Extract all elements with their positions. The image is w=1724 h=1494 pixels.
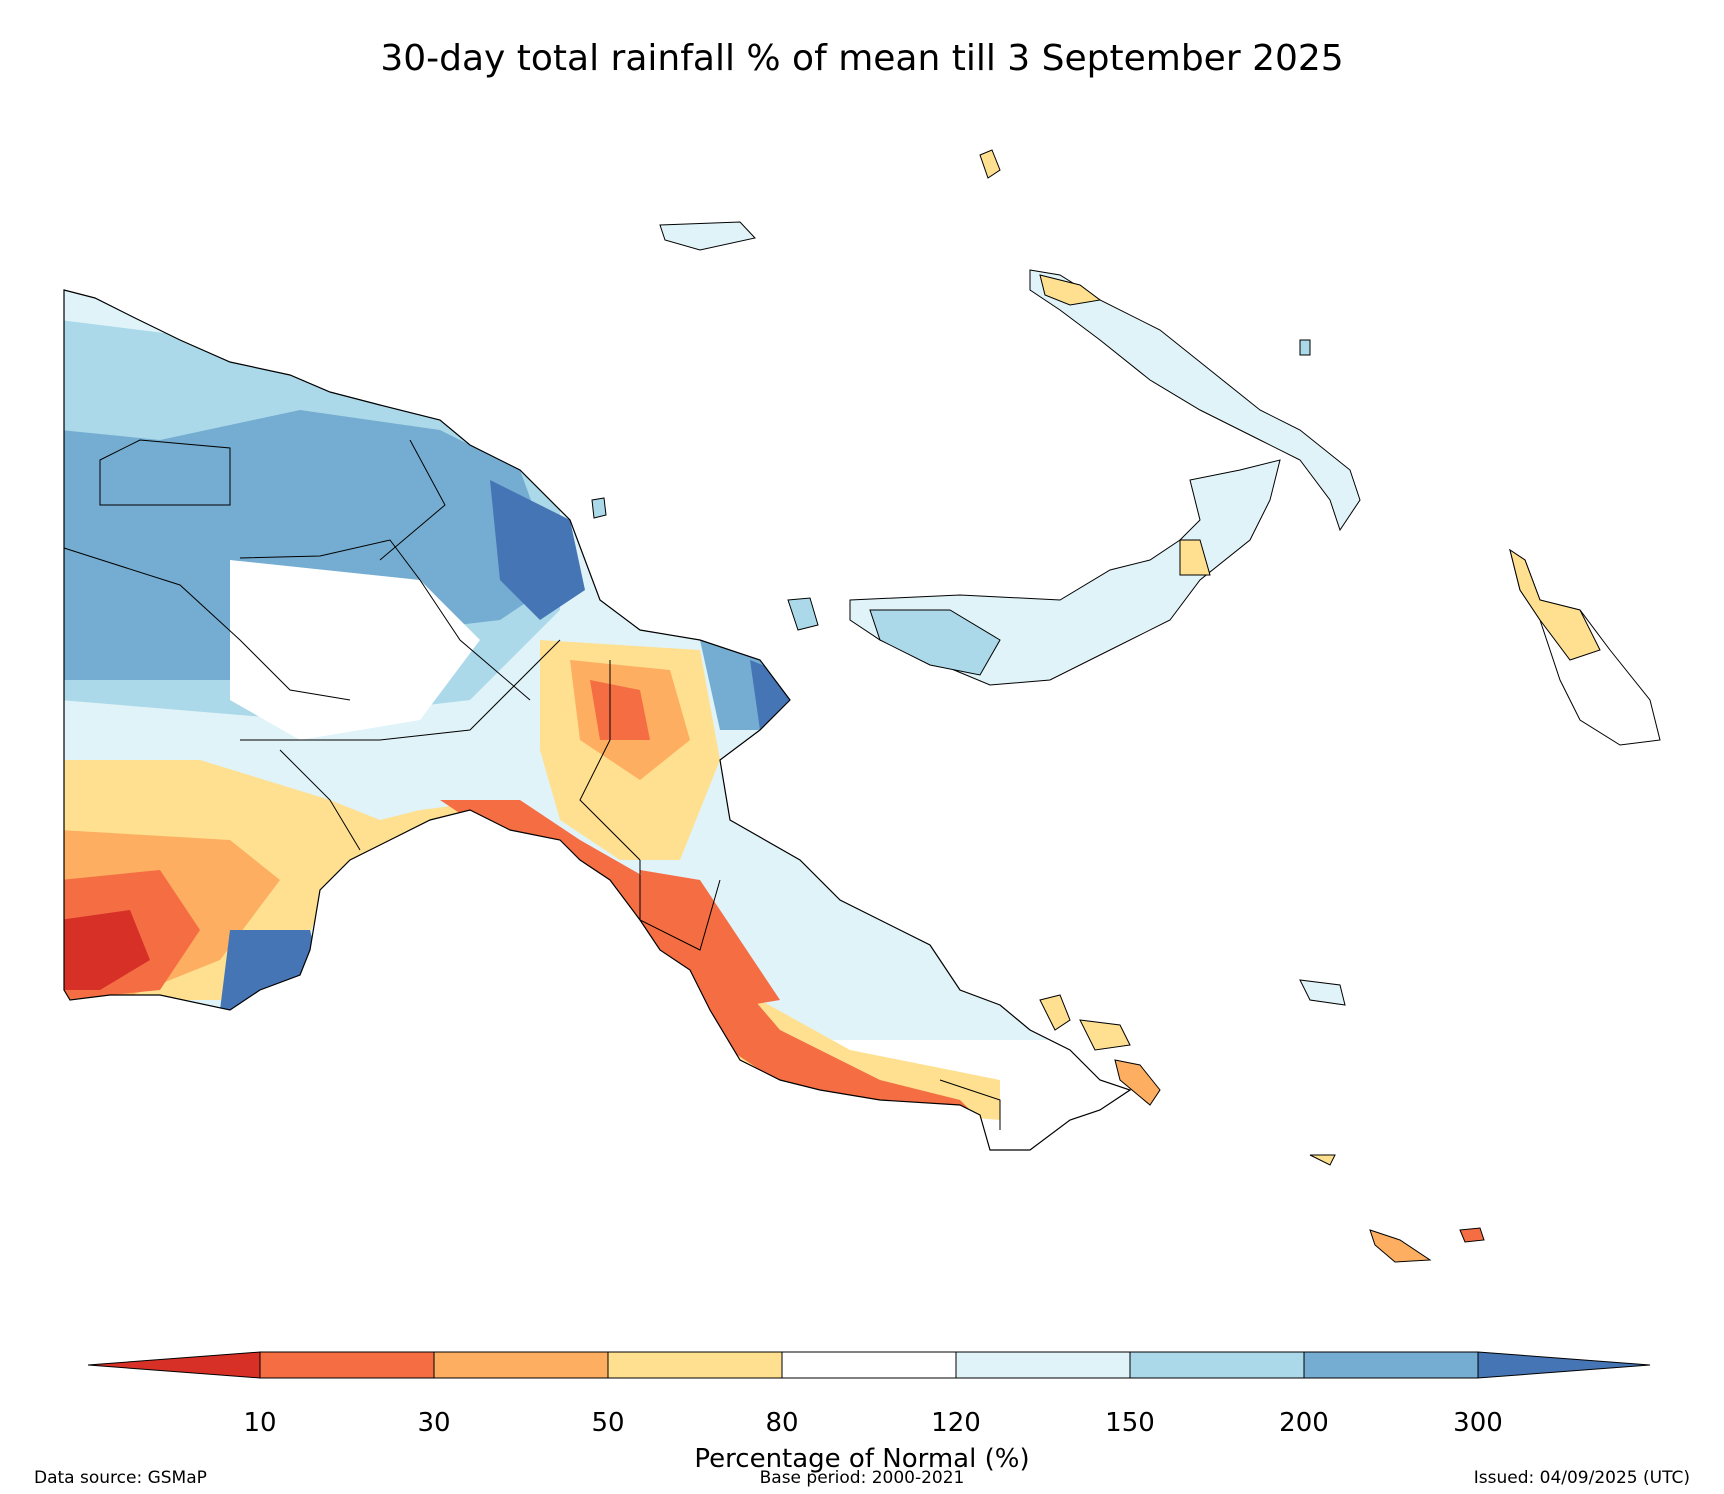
- border-sandaun: [99, 439, 231, 506]
- mussau-island: [979, 149, 1001, 179]
- fergusson-island: [1079, 1019, 1131, 1051]
- trobriand-islands: [1299, 979, 1346, 1006]
- kairiru-island: [591, 497, 607, 519]
- extreme-dry-southwest: [64, 910, 150, 990]
- goodenough-island: [1039, 994, 1071, 1031]
- colorbar-tick-30: 30: [417, 1408, 451, 1438]
- colorbar-tick-300: 300: [1453, 1408, 1503, 1438]
- colorbar-bin-30-50: [433, 1351, 609, 1379]
- colorbar-title: Percentage of Normal (%): [694, 1444, 1030, 1474]
- colorbar-tick-120: 120: [931, 1408, 981, 1438]
- colorbar-bin-120-150: [955, 1351, 1131, 1379]
- very-dry-zone-papuan-peninsula: [640, 870, 780, 1010]
- new-britain-dry-patch: [1179, 539, 1211, 576]
- rossel-island: [1459, 1227, 1485, 1243]
- data-source: Data source: GSMaP: [34, 1468, 207, 1488]
- colorbar-bin-50-80: [607, 1351, 783, 1379]
- colorbar: [87, 1351, 1651, 1379]
- extreme-wet-north: [490, 480, 585, 620]
- colorbar-bin-150-200: [1129, 1351, 1305, 1379]
- colorbar-extend-low: [87, 1351, 261, 1379]
- colorbar-tick-10: 10: [243, 1408, 277, 1438]
- rossel-tagula-island: [1369, 1229, 1432, 1263]
- islands: [591, 149, 1661, 1263]
- new-britain-west-wet: [869, 609, 1001, 676]
- border-central: [639, 860, 721, 951]
- normanby-island: [1114, 1059, 1161, 1106]
- colorbar-bin-200-300: [1303, 1351, 1479, 1379]
- colorbar-tick-150: 150: [1105, 1408, 1155, 1438]
- mainland-outline: [63, 289, 1132, 1151]
- colorbar-tick-50: 50: [591, 1408, 625, 1438]
- colorbar-tick-80: 80: [765, 1408, 799, 1438]
- border-east-sepik: [379, 439, 446, 561]
- border-enga: [239, 539, 531, 701]
- colorbar-bin-80-120: [781, 1351, 957, 1379]
- colorbar-bin-10-30: [259, 1351, 435, 1379]
- border-gulf: [279, 749, 361, 851]
- lihir-island: [1299, 339, 1311, 356]
- colorbar-extend-high: [1477, 1351, 1651, 1379]
- border-western: [63, 547, 351, 701]
- border-morobe: [579, 660, 641, 861]
- karkar-island: [787, 597, 819, 631]
- very-dry-zone-central: [590, 680, 650, 740]
- normal-zone-highlands: [230, 560, 480, 740]
- issued-date: Issued: 04/09/2025 (UTC): [1473, 1468, 1690, 1488]
- base-period: Base period: 2000-2021: [759, 1468, 965, 1488]
- new-ireland-dry-patch: [1039, 274, 1102, 306]
- manus-island: [659, 221, 756, 251]
- border-southern-highlands: [240, 639, 561, 741]
- woodlark-island: [1309, 1154, 1336, 1166]
- border-milne-bay: [939, 1079, 1001, 1130]
- province-borders: [63, 439, 1001, 1130]
- new-ireland: [1029, 269, 1361, 532]
- map-title: 30-day total rainfall % of mean till 3 S…: [380, 38, 1344, 79]
- colorbar-tick-200: 200: [1279, 1408, 1329, 1438]
- bougainville-dry-north: [1509, 548, 1601, 661]
- extreme-wet-southwest: [220, 930, 320, 1010]
